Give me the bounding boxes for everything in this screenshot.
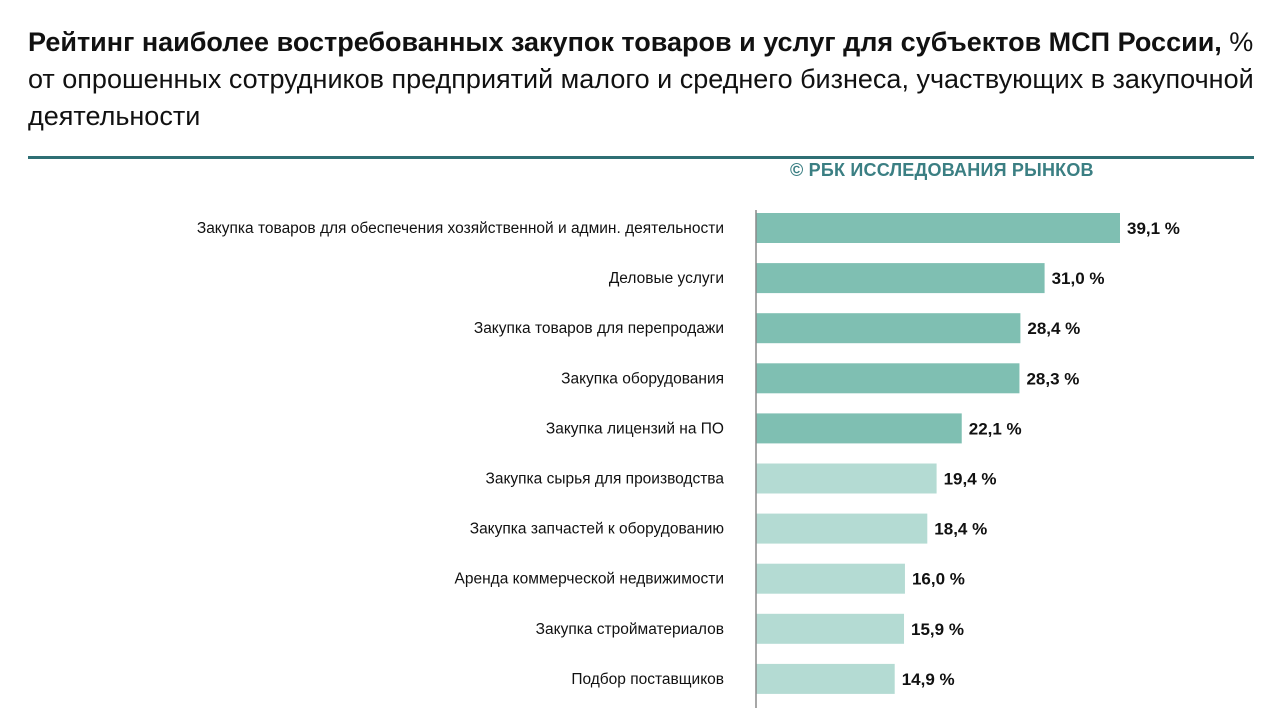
bar-4 xyxy=(756,363,1020,394)
bar-10 xyxy=(756,663,895,694)
value-label-10: 14,9 % xyxy=(902,670,955,689)
category-label-4: Закупка оборудования xyxy=(561,370,724,387)
value-label-7: 18,4 % xyxy=(934,520,987,539)
bar-7 xyxy=(756,513,928,544)
bar-2 xyxy=(756,263,1045,294)
value-labels-layer: 39,1 % 31,0 % 28,4 % 28,3 % 22,1 % 19,4 % 18,4… xyxy=(902,219,1180,689)
category-label-7: Закупка запчастей к оборудованию xyxy=(470,521,724,538)
value-label-6: 19,4 % xyxy=(944,470,997,489)
chart-title-rest: % от опрошенных сотрудников предприятий … xyxy=(28,27,1254,131)
bar-5 xyxy=(756,413,962,444)
bars-layer xyxy=(756,213,1120,694)
bar-8 xyxy=(756,563,905,594)
value-label-2: 31,0 % xyxy=(1052,269,1105,288)
category-labels-layer: Закупка товаров для обеспечения хозяйств… xyxy=(197,220,725,688)
value-label-3: 28,4 % xyxy=(1027,319,1080,338)
value-label-4: 28,3 % xyxy=(1026,369,1079,388)
chart-title: Рейтинг наиболее востребованных закупок … xyxy=(28,24,1258,135)
chart-title-bold: Рейтинг наиболее востребованных закупок … xyxy=(28,27,1222,57)
bar-3 xyxy=(756,313,1021,344)
category-label-6: Закупка сырья для производства xyxy=(485,471,724,488)
value-label-9: 15,9 % xyxy=(911,620,964,639)
source-credit: © РБК ИССЛЕДОВАНИЯ РЫНКОВ xyxy=(790,160,1094,180)
category-label-5: Закупка лицензий на ПО xyxy=(546,420,724,437)
title-divider xyxy=(28,156,1254,159)
category-label-1: Закупка товаров для обеспечения хозяйств… xyxy=(197,220,724,237)
category-label-2: Деловые услуги xyxy=(609,270,724,287)
category-label-3: Закупка товаров для перепродажи xyxy=(474,320,724,337)
bar-6 xyxy=(756,463,937,494)
category-label-8: Аренда коммерческой недвижимости xyxy=(455,571,724,588)
bar-1 xyxy=(756,213,1120,243)
bar-9 xyxy=(756,613,905,644)
value-label-8: 16,0 % xyxy=(912,570,965,589)
value-label-1: 39,1 % xyxy=(1127,219,1180,238)
category-label-10: Подбор поставщиков xyxy=(571,671,724,688)
category-label-9: Закупка стройматериалов xyxy=(536,621,724,638)
value-label-5: 22,1 % xyxy=(969,419,1022,438)
